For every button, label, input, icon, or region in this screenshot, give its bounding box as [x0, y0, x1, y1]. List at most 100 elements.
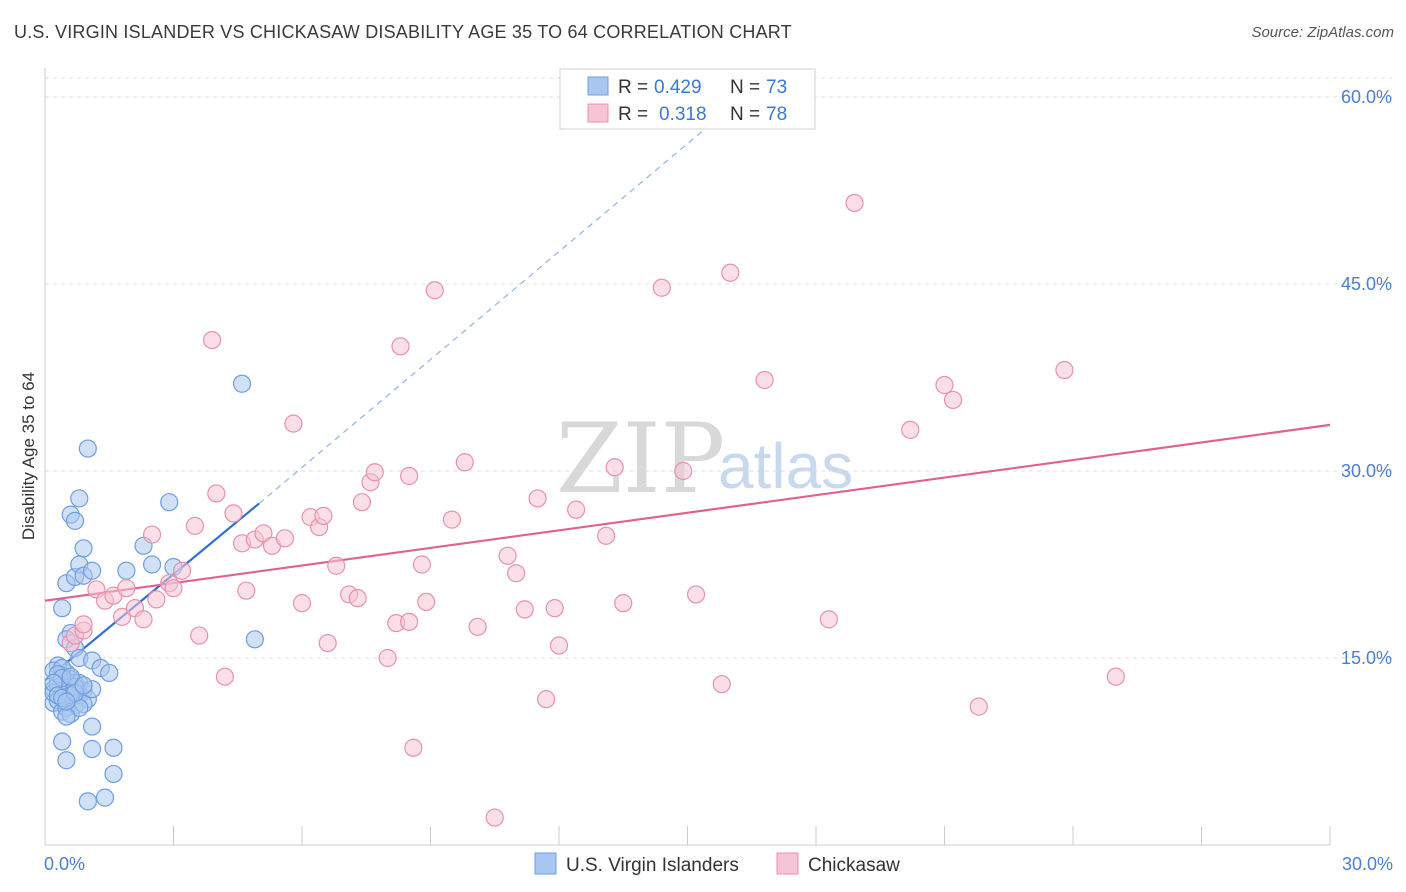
point-virgin-islanders	[100, 663, 119, 683]
point-chickasaw	[292, 594, 312, 613]
point-chickasaw	[845, 193, 864, 213]
point-chickasaw	[935, 375, 954, 395]
point-chickasaw	[549, 636, 569, 655]
series-swatch-blue	[534, 852, 557, 875]
legend-swatch-blue	[587, 76, 609, 96]
point-chickasaw	[134, 610, 153, 629]
point-chickasaw	[224, 504, 243, 523]
point-chickasaw	[254, 524, 273, 543]
point-virgin-islanders	[74, 539, 93, 558]
point-chickasaw	[545, 599, 564, 618]
y-tick-labels: 15.0% 30.0% 45.0% 60.0%	[1341, 87, 1392, 668]
point-chickasaw	[755, 370, 774, 390]
legend-r-value-pink: 0.318	[659, 104, 707, 125]
point-chickasaw	[455, 453, 474, 472]
point-virgin-islanders	[78, 439, 97, 458]
point-chickasaw	[567, 500, 586, 519]
data-points	[44, 193, 1125, 827]
legend-n-value-blue: 73	[766, 77, 787, 98]
point-chickasaw	[597, 526, 616, 545]
point-chickasaw	[391, 337, 410, 356]
axes	[44, 68, 1331, 846]
point-chickasaw	[412, 555, 432, 574]
point-chickasaw	[468, 617, 487, 636]
point-chickasaw	[943, 390, 963, 410]
point-virgin-islanders	[57, 692, 76, 711]
point-virgin-islanders	[104, 764, 123, 784]
point-virgin-islanders	[65, 511, 85, 530]
point-virgin-islanders	[232, 374, 252, 393]
point-virgin-islanders	[53, 732, 72, 751]
watermark-atlas: atlas	[718, 430, 853, 502]
point-chickasaw	[74, 615, 93, 634]
legend-r-value-blue: 0.429	[654, 77, 702, 98]
point-chickasaw	[318, 633, 337, 653]
point-chickasaw	[207, 484, 226, 503]
series-label-blue: U.S. Virgin Islanders	[566, 855, 739, 876]
point-chickasaw	[485, 808, 504, 827]
series-swatch-pink	[776, 852, 799, 875]
point-chickasaw	[652, 278, 671, 297]
point-chickasaw	[537, 690, 556, 709]
series-legend: U.S. Virgin Islanders Chickasaw	[534, 852, 900, 876]
point-chickasaw	[425, 281, 444, 300]
point-virgin-islanders	[74, 676, 93, 695]
point-chickasaw	[365, 463, 384, 482]
point-chickasaw	[314, 506, 333, 525]
point-chickasaw	[215, 667, 234, 686]
point-chickasaw	[112, 607, 132, 626]
legend-r-label-blue: R =	[618, 77, 648, 98]
chart-title: U.S. VIRGIN ISLANDER VS CHICKASAW DISABI…	[14, 22, 792, 42]
trend-line-extension	[258, 125, 710, 504]
series-label-pink: Chickasaw	[808, 855, 900, 876]
point-chickasaw	[515, 600, 534, 619]
point-chickasaw	[417, 592, 436, 612]
point-virgin-islanders	[83, 717, 102, 736]
point-chickasaw	[327, 556, 346, 575]
point-virgin-islanders	[104, 738, 123, 757]
point-virgin-islanders	[53, 599, 72, 618]
point-chickasaw	[442, 510, 462, 529]
point-chickasaw	[202, 331, 222, 350]
point-chickasaw	[528, 489, 547, 508]
point-chickasaw	[686, 585, 706, 604]
point-chickasaw	[117, 579, 136, 598]
source-label: Source: ZipAtlas.com	[1251, 24, 1394, 41]
point-chickasaw	[507, 564, 526, 583]
y-tick-label: 60.0%	[1341, 87, 1392, 107]
point-chickasaw	[901, 420, 920, 439]
point-chickasaw	[190, 626, 209, 645]
point-chickasaw	[142, 525, 162, 544]
point-chickasaw	[352, 493, 372, 512]
point-chickasaw	[348, 589, 367, 608]
x-tick-label: 0.0%	[44, 854, 85, 874]
point-chickasaw	[1055, 360, 1074, 380]
point-chickasaw	[378, 648, 397, 668]
legend-swatch-pink	[587, 103, 609, 123]
y-tick-label: 30.0%	[1341, 461, 1392, 481]
gridlines	[45, 77, 1392, 659]
point-chickasaw	[164, 579, 183, 598]
x-tick-labels: 0.0% 30.0%	[44, 854, 1393, 874]
point-virgin-islanders	[245, 630, 264, 649]
point-virgin-islanders	[160, 493, 179, 512]
point-chickasaw	[172, 561, 192, 580]
point-chickasaw	[275, 529, 294, 548]
y-axis-label: Disability Age 35 to 64	[19, 372, 38, 540]
point-virgin-islanders	[78, 792, 97, 811]
legend-n-label-pink: N =	[730, 104, 760, 125]
legend-r-label-pink: R =	[618, 104, 648, 125]
point-chickasaw	[147, 590, 166, 609]
point-chickasaw	[399, 466, 419, 486]
point-chickasaw	[721, 263, 740, 282]
point-virgin-islanders	[142, 555, 162, 574]
point-chickasaw	[674, 461, 693, 481]
x-tick-label: 30.0%	[1342, 854, 1393, 874]
point-chickasaw	[1106, 667, 1125, 686]
point-chickasaw	[614, 594, 633, 613]
point-chickasaw	[605, 458, 624, 477]
legend-n-label-blue: N =	[730, 77, 760, 98]
point-virgin-islanders	[61, 667, 80, 686]
y-tick-label: 45.0%	[1341, 274, 1392, 294]
